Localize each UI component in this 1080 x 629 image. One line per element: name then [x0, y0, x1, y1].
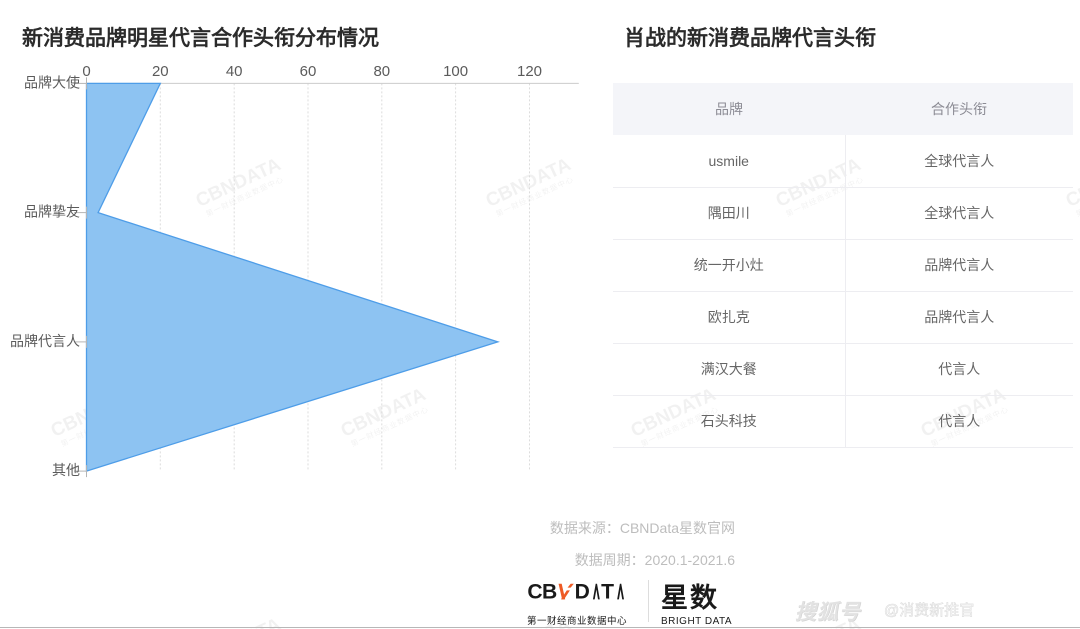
svg-text:80: 80	[373, 63, 390, 80]
svg-text:120: 120	[517, 63, 542, 80]
svg-text:100: 100	[443, 63, 468, 80]
svg-text:40: 40	[226, 63, 243, 80]
svg-text:品牌代言人: 品牌代言人	[10, 333, 80, 349]
svg-text:品牌挚友: 品牌挚友	[24, 204, 80, 220]
svg-text:60: 60	[300, 63, 317, 80]
svg-text:D: D	[575, 581, 590, 604]
svg-text:T: T	[601, 581, 614, 604]
svg-text:品牌大使: 品牌大使	[24, 74, 80, 90]
svg-text:20: 20	[152, 63, 169, 80]
svg-text:CB: CB	[527, 581, 557, 604]
svg-text:其他: 其他	[52, 462, 80, 478]
